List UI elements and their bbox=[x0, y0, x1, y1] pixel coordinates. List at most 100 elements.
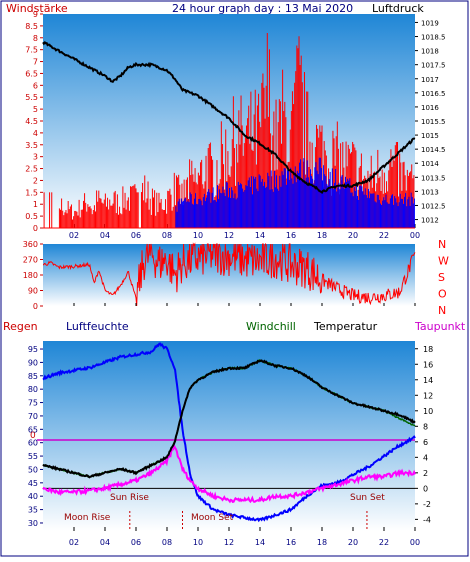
humidity-axis-tick-label: 80 bbox=[28, 385, 38, 394]
x-tick-label-top: 08 bbox=[162, 231, 172, 240]
dewpoint-title: Taupunkt bbox=[414, 320, 466, 333]
pressure-axis-tick-label: 1015.5 bbox=[421, 118, 446, 126]
direction-axis-tick-label: 90 bbox=[28, 287, 38, 296]
pressure-axis-tick-label: 1017 bbox=[421, 76, 439, 84]
x-tick-label-bottom: 10 bbox=[193, 538, 203, 547]
pressure-line bbox=[42, 40, 416, 195]
humidity-line bbox=[42, 342, 416, 523]
wind-axis-tick-label: 3 bbox=[33, 153, 38, 162]
pressure-axis-tick-label: 1014 bbox=[421, 160, 439, 168]
compass-label: S bbox=[438, 271, 445, 284]
wind-axis-tick-label: 1.5 bbox=[25, 188, 38, 197]
wind-axis-tick-label: 0 bbox=[33, 224, 38, 233]
pressure-axis-tick-label: 1019 bbox=[421, 19, 439, 27]
direction-axis-tick-label: 180 bbox=[23, 271, 38, 280]
chart-title: 24 hour graph day : 13 Mai 2020 bbox=[172, 2, 353, 15]
x-tick-label-top: 06 bbox=[131, 231, 141, 240]
humidity-axis-tick-label: 90 bbox=[28, 358, 38, 367]
pressure-axis-tick-label: 1012 bbox=[421, 217, 439, 225]
compass-label: O bbox=[438, 288, 447, 301]
temp-axis-tick-label: 2 bbox=[423, 469, 428, 478]
x-tick-label-top: 14 bbox=[255, 231, 265, 240]
humidity-axis-tick-label: 95 bbox=[28, 345, 38, 354]
temp-axis-tick-label: 4 bbox=[423, 453, 428, 462]
x-tick-label-bottom: 20 bbox=[348, 538, 358, 547]
wind-axis-tick-label: 8 bbox=[33, 34, 38, 43]
x-tick-label-bottom: 06 bbox=[131, 538, 141, 547]
temp-axis-tick-label: 14 bbox=[423, 376, 433, 385]
rain-title: Regen bbox=[3, 320, 38, 333]
pressure-axis-tick-label: 1018 bbox=[421, 48, 439, 56]
temperature-title: Temperatur bbox=[313, 320, 378, 333]
temp-axis-tick-label: -2 bbox=[423, 500, 431, 509]
humidity-axis-tick-label: 35 bbox=[28, 506, 38, 515]
wind-axis-tick-label: 6.5 bbox=[25, 69, 38, 78]
pressure-axis-title: Luftdruck bbox=[372, 2, 424, 15]
humidity-axis-tick-label: 60 bbox=[28, 439, 38, 448]
sun-rise-label: Sun Rise bbox=[110, 493, 149, 503]
x-tick-label-bottom: 18 bbox=[317, 538, 327, 547]
temp-axis-tick-label: 10 bbox=[423, 407, 433, 416]
compass-label: N bbox=[438, 238, 446, 251]
wind-axis-title: Windstärke bbox=[6, 2, 68, 15]
x-tick-label-top: 12 bbox=[224, 231, 234, 240]
wind-axis-tick-label: 1 bbox=[33, 200, 38, 209]
humidity-title: Luftfeuchte bbox=[66, 320, 129, 333]
wind-direction-line bbox=[43, 242, 416, 307]
humidity-axis-tick-label: 40 bbox=[28, 492, 38, 501]
wind-axis-tick-label: 3.5 bbox=[25, 141, 38, 150]
x-tick-label-bottom: 04 bbox=[100, 538, 110, 547]
x-tick-label-bottom: 16 bbox=[286, 538, 296, 547]
x-axis-ticks: 02 02 04 04 06 06 08 08 10 10 12 12 14 14 16 16 18 18 20 20… bbox=[69, 231, 420, 547]
wind-axis-tick-label: 2.5 bbox=[25, 165, 38, 174]
wind-axis-tick-label: 9 bbox=[33, 10, 38, 19]
wind-axis-tick-label: 6 bbox=[33, 81, 38, 90]
wind-axis-tick-label: 0.5 bbox=[25, 212, 38, 221]
temp-axis-tick-label: -4 bbox=[423, 515, 431, 524]
pressure-axis-tick-label: 1016.5 bbox=[421, 90, 446, 98]
temp-axis-tick-label: 12 bbox=[423, 391, 433, 400]
windchill-title: Windchill bbox=[246, 320, 296, 333]
humidity-axis-tick-label: 55 bbox=[28, 452, 38, 461]
direction-axis-tick-label: 360 bbox=[23, 240, 38, 249]
pressure-axis-tick-label: 1018.5 bbox=[421, 34, 446, 42]
wind-axis-tick-label: 4.5 bbox=[25, 117, 38, 126]
wind-axis-tick-label: 4 bbox=[33, 129, 38, 138]
temp-axis-tick-label: 6 bbox=[423, 438, 428, 447]
moon-set-label: Moon Set bbox=[191, 513, 234, 523]
wind-axis-tick-label: 5.5 bbox=[25, 93, 38, 102]
x-tick-label-top: 16 bbox=[286, 231, 296, 240]
x-tick-label-top: 10 bbox=[193, 231, 203, 240]
humidity-axis-tick-label: 85 bbox=[28, 372, 38, 381]
x-tick-label-top: 20 bbox=[348, 231, 358, 240]
temp-axis-tick-label: 8 bbox=[423, 422, 428, 431]
compass-label: N bbox=[438, 304, 446, 317]
pressure-axis-tick-label: 1017.5 bbox=[421, 62, 446, 70]
temp-axis-tick-label: 0 bbox=[423, 484, 428, 493]
humidity-axis-tick-label: 70 bbox=[28, 412, 38, 421]
humidity-axis-tick-label: 65 bbox=[28, 425, 38, 434]
pressure-axis-tick-label: 1014.5 bbox=[421, 146, 446, 154]
humidity-axis-tick-label: 75 bbox=[28, 399, 38, 408]
direction-axis-tick-label: 270 bbox=[23, 256, 38, 265]
x-tick-label-bottom: 02 bbox=[69, 538, 79, 547]
temperature-line bbox=[42, 359, 416, 479]
humidity-axis-tick-label: 45 bbox=[28, 479, 38, 488]
wind-axis-tick-label: 7.5 bbox=[25, 46, 38, 55]
gust-series bbox=[175, 157, 415, 228]
compass-label: W bbox=[438, 255, 449, 268]
pressure-axis-tick-label: 1016 bbox=[421, 104, 439, 112]
direction-axis-tick-label: 0 bbox=[33, 302, 38, 311]
pressure-axis-tick-label: 1013 bbox=[421, 188, 439, 196]
wind-axis-tick-label: 5 bbox=[33, 105, 38, 114]
pressure-axis-tick-label: 1015 bbox=[421, 132, 439, 140]
pressure-axis-tick-label: 1013.5 bbox=[421, 174, 446, 182]
rain-zero-label: 0 bbox=[30, 431, 36, 441]
wind-axis-tick-label: 7 bbox=[33, 58, 38, 67]
x-tick-label-bottom: 12 bbox=[224, 538, 234, 547]
humidity-axis-tick-label: 50 bbox=[28, 465, 38, 474]
